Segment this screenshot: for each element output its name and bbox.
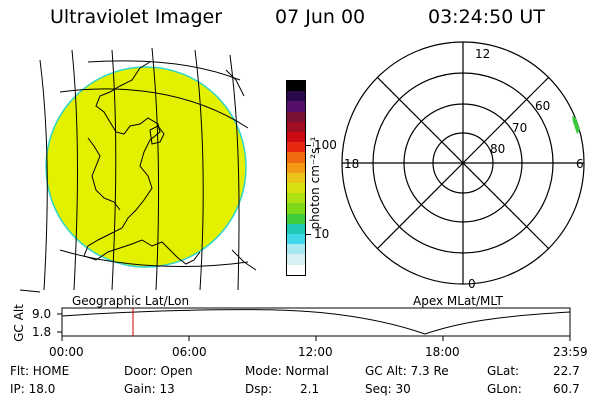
colorbar-swatch (287, 264, 305, 275)
info-gc-alt: GC Alt: 7.3 Re (365, 364, 449, 378)
polar-plot: 12 18 6 0 60 70 80 (341, 41, 585, 291)
colorbar-tick-10 (306, 234, 311, 235)
altitude-ytick-bottom: 1.8 (32, 325, 52, 339)
lat-label-60: 60 (535, 99, 550, 113)
altitude-xtick-2359: 23:59 (553, 345, 588, 359)
info-glat-label: GLat: (487, 364, 520, 378)
coastline-outline (19, 61, 257, 293)
colorbar-swatch (287, 213, 305, 224)
info-ip: IP: 18.0 (10, 382, 56, 396)
info-flt: Flt: HOME (10, 364, 70, 378)
altitude-ticks (57, 313, 571, 341)
colorbar-tick-100 (306, 145, 311, 146)
colorbar-swatch (287, 162, 305, 173)
altitude-xtick-1200: 12:00 (298, 345, 333, 359)
altitude-ytick-top: 9.0 (32, 307, 52, 321)
altitude-ylabel: GC Alt (12, 304, 26, 342)
lat-label-70: 70 (512, 121, 527, 135)
altitude-trace (61, 309, 571, 335)
info-gain: Gain: 13 (124, 382, 175, 396)
colorbar-swatch (287, 183, 305, 194)
mlt-label-18: 18 (344, 157, 359, 171)
polar-diagonal-2 (376, 76, 550, 250)
mlt-label-12: 12 (475, 47, 490, 61)
info-door: Door: Open (124, 364, 193, 378)
colorbar-swatch (287, 132, 305, 143)
colorbar-swatch (287, 203, 305, 214)
colorbar-swatch (287, 101, 305, 112)
colorbar-swatch (287, 91, 305, 102)
colorbar-swatch (287, 152, 305, 163)
app-title: Ultraviolet Imager (50, 6, 223, 28)
colorbar-swatch (287, 223, 305, 235)
colorbar-swatch (287, 254, 305, 265)
time-display: 03:24:50 UT (428, 6, 545, 28)
info-glat-value: 22.7 (553, 364, 580, 378)
info-seq: Seq: 30 (365, 382, 411, 396)
colorbar-swatch (287, 121, 305, 133)
info-glon-value: 60.7 (553, 382, 580, 396)
colorbar-swatch (287, 172, 305, 184)
colorbar-swatch (287, 234, 305, 245)
globe-disc (45, 66, 247, 268)
colorbar-swatch (287, 193, 305, 204)
graticule-lines (39, 47, 249, 291)
info-mode: Mode: Normal (245, 364, 329, 378)
geographic-map-label: Geographic Lat/Lon (72, 294, 190, 308)
geographic-map (19, 47, 257, 293)
info-glon-label: GLon: (487, 382, 522, 396)
altitude-xtick-0600: 06:00 (172, 345, 207, 359)
colorbar-swatch (287, 244, 305, 255)
info-dsp-label: Dsp: (245, 382, 273, 396)
colorbar-label-10: 10 (314, 227, 330, 241)
colorbar-unit-label: photon cm⁻²s⁻¹ (308, 136, 322, 230)
mlt-label-6: 6 (576, 157, 584, 171)
aurora-emission-patch (572, 116, 580, 134)
colorbar-swatch (287, 111, 305, 122)
lat-label-80: 80 (490, 142, 505, 156)
mlt-label-0: 0 (468, 277, 476, 291)
colorbar-swatch (287, 81, 305, 92)
date-display: 07 Jun 00 (275, 6, 366, 28)
colorbar-label-100: 100 (314, 138, 337, 152)
info-dsp-value: 2.1 (300, 382, 320, 396)
altitude-panel (57, 307, 571, 341)
altitude-xtick-0000: 00:00 (49, 345, 84, 359)
colorbar-swatch (287, 142, 305, 153)
colorbar (286, 80, 306, 276)
polar-plot-label: Apex MLat/MLT (413, 294, 503, 308)
altitude-xtick-1800: 18:00 (425, 345, 460, 359)
